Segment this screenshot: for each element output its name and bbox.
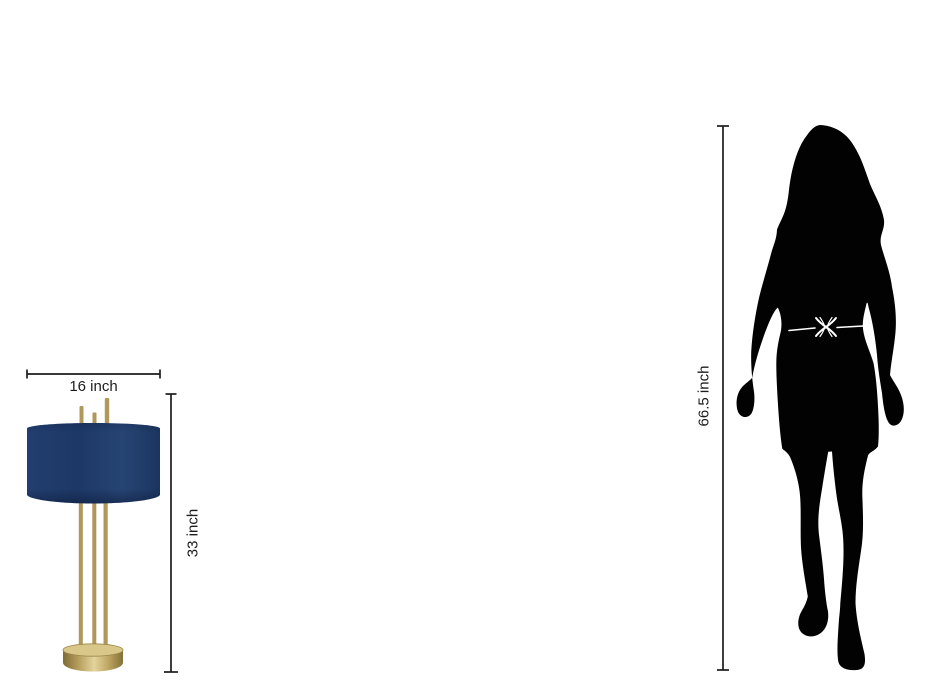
belt-line-right xyxy=(836,325,864,329)
lamp-height-label: 33 inch xyxy=(184,508,202,558)
lamp-rod-bottom-left xyxy=(78,500,83,650)
belt-ornament xyxy=(788,316,864,338)
figure-height-dimension xyxy=(717,125,729,671)
lamp-width-label: 16 inch xyxy=(69,378,118,395)
lamp-rod-bottom-right xyxy=(103,500,108,650)
belt-line-left xyxy=(788,327,816,332)
buckle-stroke-3 xyxy=(819,316,826,338)
lamp-rod-bottom-mid xyxy=(92,500,97,650)
lamp-width-dimension xyxy=(26,369,161,379)
silhouette-body xyxy=(736,125,904,671)
buckle-stroke-2 xyxy=(815,317,837,337)
dimension-lines xyxy=(26,125,729,673)
buckle-stroke-4 xyxy=(826,316,833,338)
lamp-base xyxy=(62,643,124,672)
lamp-graphic xyxy=(27,398,160,672)
lamp-height-dimension xyxy=(164,393,178,673)
lamp-base-top xyxy=(62,643,124,657)
woman-silhouette xyxy=(736,125,904,671)
lamp-shade-shading xyxy=(27,423,160,504)
figure-height-label: 66.5 inch xyxy=(695,365,713,427)
